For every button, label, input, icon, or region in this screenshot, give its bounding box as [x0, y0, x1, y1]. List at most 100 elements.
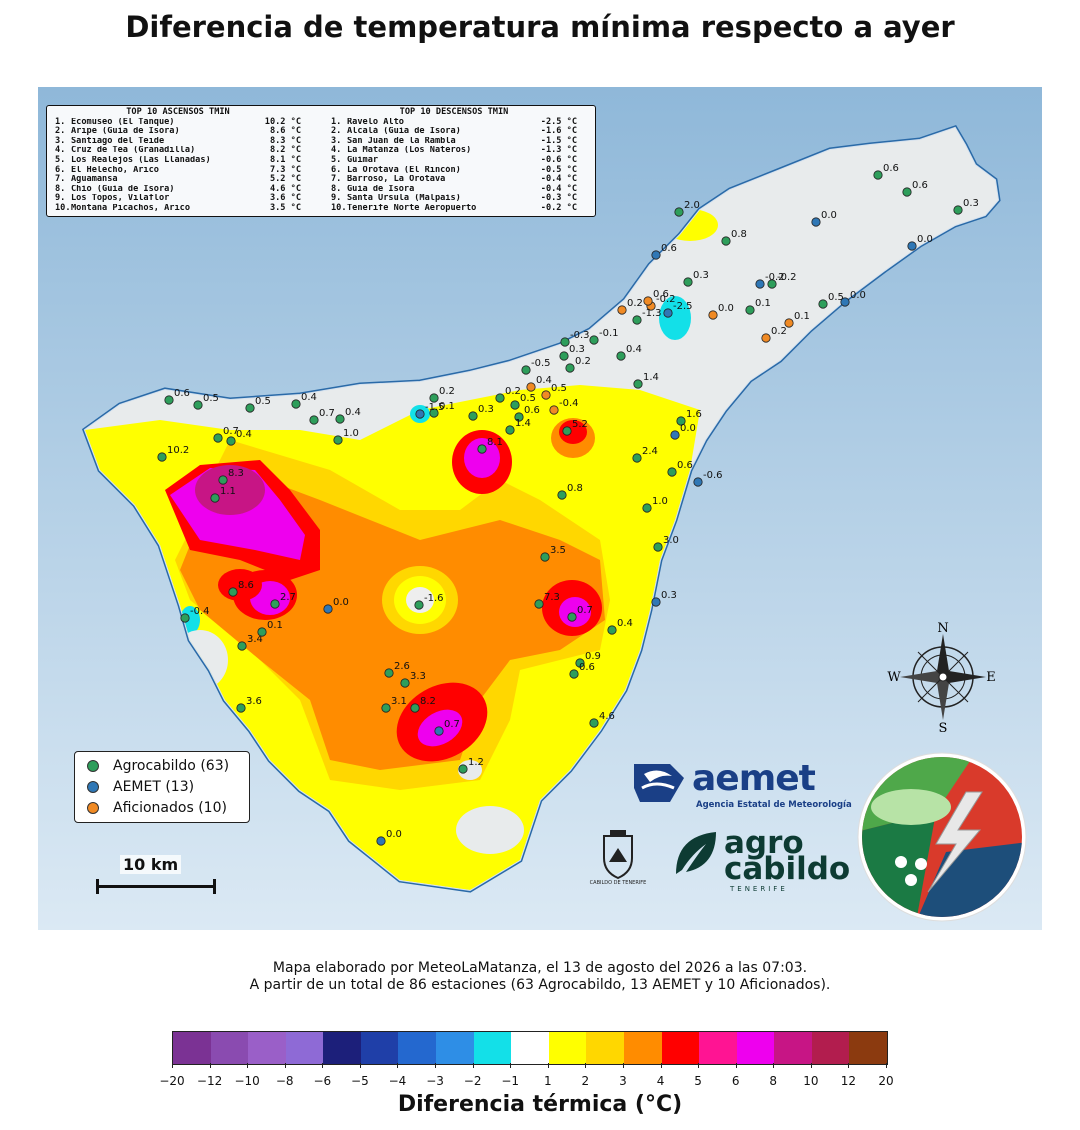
legend-item-agrocabildo: Agrocabildo (63) — [87, 758, 229, 774]
asc-value: 8.2 °C — [269, 145, 301, 156]
footer-line1: Mapa elaborado por MeteoLaMatanza, el 13… — [272, 960, 808, 976]
asc-station: Montaña Picachos, Arico — [71, 203, 190, 213]
station-marker — [526, 382, 536, 392]
asc-rank: 3. — [55, 135, 66, 146]
station-marker — [667, 467, 677, 477]
station-marker — [381, 703, 391, 713]
station-value-label: 8.3 — [228, 468, 244, 479]
station-marker — [811, 217, 821, 227]
station-value-label: 1.2 — [468, 757, 484, 768]
desc-row: 4. La Matanza (Los Nateros) -1.3 °C — [331, 146, 577, 156]
station-marker — [651, 597, 661, 607]
asc-rank: 10. — [55, 202, 71, 213]
station-marker — [323, 604, 333, 614]
station-value-label: 0.0 — [718, 303, 734, 314]
station-marker — [164, 395, 174, 405]
station-marker — [633, 379, 643, 389]
desc-rank: 10. — [331, 202, 347, 213]
desc-value: -0.6 °C — [540, 154, 577, 165]
footer-note: Mapa elaborado por MeteoLaMatanza, el 13… — [0, 960, 1080, 994]
colorbar-tick-label: 10 — [803, 1074, 819, 1088]
colorbar-swatch — [849, 1032, 887, 1064]
station-value-label: 0.5 — [203, 393, 219, 404]
colorbar-swatch — [285, 1032, 324, 1064]
colorbar-tick-label: 12 — [840, 1074, 857, 1088]
colorbar-swatch — [811, 1032, 850, 1064]
station-marker — [414, 600, 424, 610]
aemet-dot-icon — [87, 781, 99, 793]
station-value-label: 0.6 — [661, 243, 677, 254]
desc-rank: 5. — [331, 154, 342, 165]
station-value-label: 0.2 — [771, 326, 787, 337]
station-value-label: 1.4 — [515, 418, 531, 429]
colorbar-tick-label: −6 — [313, 1074, 332, 1088]
station-value-label: 3.0 — [663, 535, 679, 546]
station-value-label: 0.4 — [536, 375, 552, 386]
station-marker — [562, 426, 572, 436]
station-value-label: -0.4 — [559, 398, 579, 409]
map-title: Diferencia de temperatura mínima respect… — [125, 10, 955, 44]
colorbar-tick-mark — [547, 1063, 549, 1068]
station-marker — [514, 412, 524, 422]
station-marker — [400, 678, 410, 688]
station-marker — [767, 279, 777, 289]
station-marker — [818, 299, 828, 309]
asc-station: Los Topos, Vilaflor — [71, 194, 170, 204]
station-marker — [761, 333, 771, 343]
station-value-label: 0.6 — [579, 662, 595, 673]
asc-rank: 2. — [55, 126, 66, 137]
station-value-label: 0.4 — [301, 392, 317, 403]
station-marker — [376, 836, 386, 846]
desc-value: -1.6 °C — [540, 126, 577, 137]
desc-value: -0.3 °C — [540, 193, 577, 204]
station-marker — [237, 641, 247, 651]
station-marker — [784, 318, 794, 328]
station-marker — [429, 393, 439, 403]
station-marker — [632, 315, 642, 325]
colorbar-swatch — [548, 1032, 587, 1064]
colorbar-tick-mark — [247, 1063, 249, 1068]
asc-row: 6. El Helecho, Arico 7.3 °C — [55, 164, 301, 176]
desc-row: 8. Guía de Isora -0.4 °C — [331, 183, 577, 195]
asc-row: 1. Ecomuseo (El Tanque) 10.2 °C — [55, 117, 301, 128]
station-value-label: 0.6 — [174, 388, 190, 399]
station-marker — [335, 414, 345, 424]
colorbar-title: Diferencia térmica (°C) — [397, 1092, 683, 1117]
station-value-label: 0.0 — [850, 290, 866, 301]
colorbar-swatch — [436, 1032, 474, 1064]
station-marker — [477, 444, 487, 454]
colorbar-tick-label: −20 — [159, 1074, 185, 1088]
station-value-label: -0.4 — [190, 606, 210, 617]
station-value-label: 0.6 — [883, 163, 899, 174]
desc-rank: 8. — [331, 183, 342, 194]
station-value-label: 1.1 — [220, 486, 236, 497]
asc-value: 8.3 °C — [269, 135, 301, 146]
asc-value: 8.6 °C — [269, 126, 301, 137]
asc-row: 2. Aripe (Guía de Isora) 8.6 °C — [55, 127, 301, 137]
desc-station: Santa Úrsula (Malpaís) — [347, 194, 461, 204]
station-marker — [495, 393, 505, 403]
station-marker — [873, 170, 883, 180]
asc-station: Santiago del Teide — [71, 136, 165, 146]
station-marker — [683, 277, 693, 287]
scale-tick-left — [96, 879, 99, 894]
compass-s: S — [939, 721, 948, 736]
colorbar-tick-label: 6 — [731, 1074, 740, 1088]
station-value-label: 0.4 — [236, 429, 252, 440]
colorbar-swatch — [210, 1032, 249, 1064]
station-value-label: 0.2 — [505, 386, 521, 397]
colorbar-swatch — [323, 1032, 361, 1064]
station-value-label: 0.0 — [917, 234, 933, 245]
colorbar-swatch — [699, 1032, 737, 1064]
scale-tick-right — [213, 879, 216, 894]
station-marker — [228, 587, 238, 597]
station-marker — [505, 425, 515, 435]
compass-e: E — [986, 670, 996, 685]
desc-value: -0.2 °C — [540, 202, 577, 213]
station-marker — [534, 599, 544, 609]
asc-value: 7.3 °C — [269, 164, 301, 175]
asc-value: 4.6 °C — [269, 183, 301, 194]
desc-row: 6. La Orotava (El Rincón) -0.5 °C — [331, 165, 577, 176]
station-marker — [651, 250, 661, 260]
asc-row: 8. Chío (Guía de Isora) 4.6 °C — [55, 183, 301, 195]
